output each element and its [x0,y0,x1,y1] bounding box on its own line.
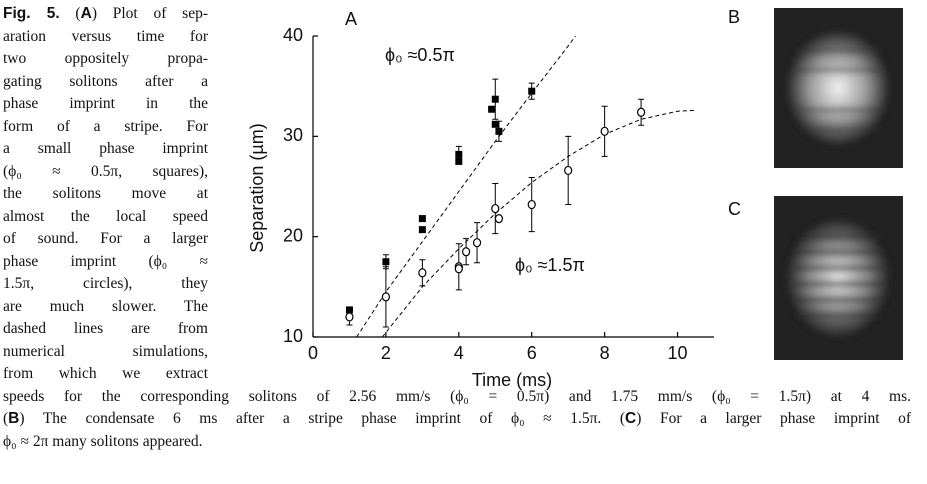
caption-line: (B) The condensate 6 ms after a stripe p… [3,409,911,429]
figure: B C A Time (ms) Separation (µm) ϕ₀ ≈0.5π… [247,7,903,390]
caption-text: form of a stripe. For [3,117,208,135]
caption-line: numerical simulations, [3,342,208,362]
caption-line: gating solitons after a [3,72,208,92]
caption-text: dashed lines are from [3,320,208,337]
data-point [491,120,499,128]
caption-text: gating solitons after a [3,72,208,90]
caption-text: numerical simulations, [3,342,208,360]
image-b [774,8,903,168]
data-point [564,165,573,176]
annotation: ϕ₀ ≈0.5π [385,45,455,65]
caption-line: phase imprint in the [3,94,208,114]
y-tick-label: 30 [283,125,303,145]
caption-text: speeds for the corresponding solitons of… [3,387,911,405]
y-tick-label: 20 [283,225,303,245]
data-point [600,126,609,136]
data-point [636,107,646,117]
panel-label: A [345,9,357,29]
caption-label: C [625,410,637,427]
caption-line: form of a stripe. For [3,117,208,137]
data-point [382,258,390,266]
data-point [491,95,499,103]
caption-line: a small phase imprint [3,139,208,159]
caption-text: 1.5π, circles), they [3,275,208,292]
data-point [462,247,471,257]
caption-line: ϕ₀ ≈ 2π many solitons appeared. [3,432,911,452]
caption-line: 1.5π, circles), they [3,274,208,294]
caption-line: aration versus time for [3,27,208,47]
caption-line: two oppositely propa- [3,49,208,69]
x-tick-label: 8 [600,343,610,363]
caption-line: of sound. For a larger [3,229,208,249]
data-point [418,215,426,223]
data-point [491,203,500,214]
simulation-curve [356,35,576,338]
caption-text: phase imprint in the [3,95,208,112]
data-point [488,105,496,113]
y-tick-label: 10 [283,326,303,346]
data-point [472,238,482,248]
simulation-curve [381,109,696,338]
caption-line: Fig. 5. (A) Plot of sep- [3,4,208,24]
data-point [494,214,504,224]
caption-line: speeds for the corresponding solitons of… [3,387,911,407]
data-point [455,150,463,158]
x-tick-label: 6 [527,343,537,363]
caption-text: from which we extract [3,365,208,382]
data-point [495,127,503,135]
data-point [381,292,391,302]
data-point [528,87,536,95]
data-point [527,199,536,210]
data-point [345,312,354,322]
x-tick-label: 10 [668,343,688,363]
caption-label: A [80,5,92,22]
x-axis-label: Time (ms) [472,370,552,390]
annotation: ϕ₀ ≈1.5π [515,255,585,275]
caption-line: phase imprint (ϕ₀ ≈ [3,252,208,272]
caption-line: the solitons move at [3,184,208,204]
caption-text: a small phase imprint [3,140,208,157]
caption-text: phase imprint (ϕ₀ ≈ [3,252,208,270]
caption-text: ϕ₀ ≈ 2π many solitons appeared. [3,432,203,450]
x-tick-label: 4 [454,343,464,363]
caption-line: are much slower. The [3,297,208,317]
x-tick-label: 2 [381,343,391,363]
caption-text: almost the local speed [3,207,208,225]
caption-line: (ϕ₀ ≈ 0.5π, squares), [3,162,208,182]
data-point [454,264,463,274]
caption-text: two oppositely propa- [3,50,208,67]
caption-label: B [8,410,20,427]
caption-label: Fig. 5. [3,5,60,22]
caption-text: (ϕ₀ ≈ 0.5π, squares), [3,162,208,180]
panel-label: C [728,199,741,219]
panel-label: B [728,7,740,27]
caption-text: ( [3,410,9,427]
image-c [774,196,903,360]
y-tick-label: 40 [283,25,303,45]
caption-text: the solitons move at [3,185,208,202]
x-tick-label: 0 [308,343,318,363]
caption-line: dashed lines are from [3,319,208,339]
caption-text: ( [59,5,81,22]
caption-line: almost the local speed [3,207,208,227]
caption-text: ) For a larger phase imprint of [636,410,911,427]
caption-text: ) Plot of sep- [91,5,208,22]
caption-line: from which we extract [3,364,208,384]
caption-text: ) The condensate 6 ms after a stripe pha… [19,410,626,427]
caption-text: are much slower. The [3,297,208,315]
y-axis-label: Separation (µm) [247,123,267,252]
data-point [418,268,427,278]
caption-text: of sound. For a larger [3,230,208,247]
data-point [418,226,426,234]
caption-text: aration versus time for [3,27,208,45]
